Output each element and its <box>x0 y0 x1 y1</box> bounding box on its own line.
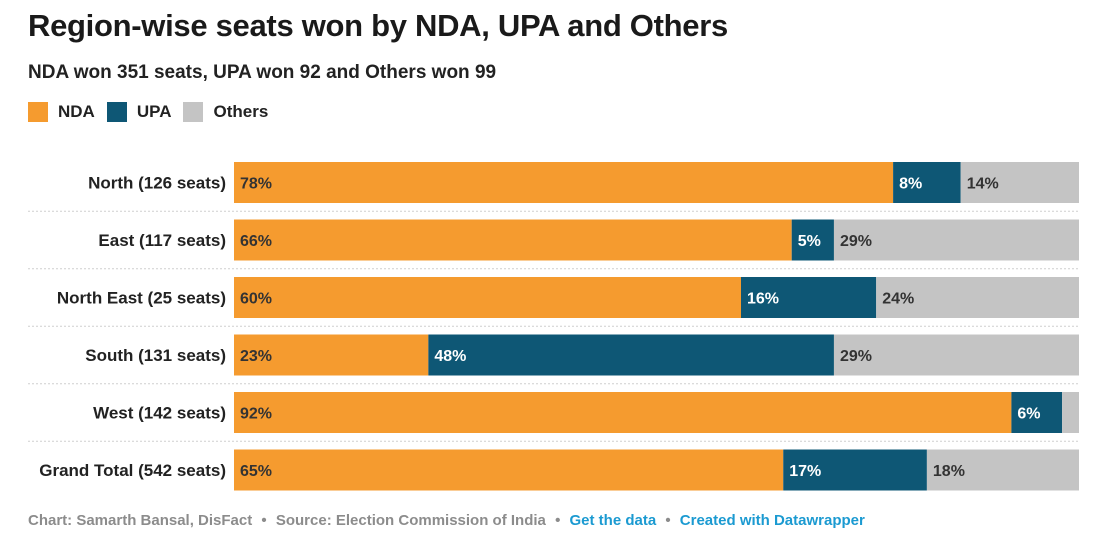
legend: NDA UPA Others <box>28 102 280 122</box>
data-label-upa-east: 5% <box>798 233 821 250</box>
footer-source: Source: Election Commission of India <box>275 512 546 529</box>
datawrapper-link[interactable]: Created with Datawrapper <box>679 512 865 529</box>
data-label-nda-grand-total: 65% <box>240 463 272 480</box>
footer-separator: • <box>261 512 267 529</box>
bar-upa-south <box>428 334 834 376</box>
footer-credit: Chart: Samarth Bansal, DisFact <box>28 512 253 529</box>
data-label-others-south: 29% <box>840 348 872 365</box>
bar-others-grand-total <box>926 449 1079 491</box>
data-label-upa-south: 48% <box>434 348 466 365</box>
legend-swatch-others <box>183 102 204 122</box>
bar-nda-south <box>234 334 429 376</box>
category-label-north: North (126 seats) <box>88 174 226 193</box>
bar-nda-west <box>234 392 1012 433</box>
bar-upa-north-east <box>741 277 877 318</box>
bar-upa-north <box>893 162 961 203</box>
data-label-upa-north: 8% <box>899 176 922 193</box>
stacked-bar-chart: North (126 seats) 78% 8% 14% East (117 seats… <box>28 162 1079 491</box>
data-label-nda-north-east: 60% <box>240 291 272 308</box>
bar-upa-east <box>791 219 834 261</box>
data-label-nda-north: 78% <box>240 176 272 193</box>
category-label-north-east: North East (25 seats) <box>57 289 226 308</box>
category-label-south: South (131 seats) <box>85 346 226 365</box>
data-label-others-north: 14% <box>967 176 999 193</box>
chart-subtitle: NDA won 351 seats, UPA won 92 and Others… <box>28 62 497 83</box>
data-label-upa-west: 6% <box>1017 406 1040 423</box>
bar-others-north-east <box>876 277 1079 318</box>
category-label-west: West (142 seats) <box>93 404 226 423</box>
legend-item-upa: UPA <box>106 102 172 122</box>
bar-upa-west <box>1011 392 1063 433</box>
bar-nda-north-east <box>234 277 741 318</box>
legend-item-others: Others <box>183 102 268 122</box>
bar-others-east <box>833 219 1079 261</box>
legend-item-nda: NDA <box>28 102 95 122</box>
bar-nda-north <box>234 162 894 203</box>
bar-nda-east <box>234 219 792 261</box>
bar-upa-grand-total <box>783 449 927 491</box>
get-the-data-link[interactable]: Get the data <box>569 512 657 529</box>
footer-separator: • <box>665 512 671 529</box>
data-label-upa-north-east: 16% <box>747 291 779 308</box>
bar-others-west <box>1062 392 1079 433</box>
legend-swatch-nda <box>28 102 48 122</box>
data-label-others-east: 29% <box>840 233 872 250</box>
bar-others-south <box>833 334 1079 376</box>
legend-label-others: Others <box>213 102 269 121</box>
data-label-others-north-east: 24% <box>882 291 914 308</box>
chart-footer: Chart: Samarth Bansal, DisFact • Source:… <box>28 512 865 529</box>
data-label-others-grand-total: 18% <box>933 463 965 480</box>
category-label-east: East (117 seats) <box>98 231 226 250</box>
bar-nda-grand-total <box>234 449 784 491</box>
category-label-grand-total: Grand Total (542 seats) <box>39 461 226 480</box>
legend-swatch-upa <box>106 102 127 122</box>
chart-title: Region-wise seats won by NDA, UPA and Ot… <box>28 8 728 43</box>
legend-label-nda: NDA <box>58 102 95 121</box>
data-label-nda-east: 66% <box>240 233 272 250</box>
footer-separator: • <box>555 512 561 529</box>
legend-label-upa: UPA <box>136 102 172 121</box>
bar-others-north <box>960 162 1079 203</box>
data-label-upa-grand-total: 17% <box>789 463 821 480</box>
data-label-nda-south: 23% <box>240 348 272 365</box>
data-label-nda-west: 92% <box>240 406 272 423</box>
